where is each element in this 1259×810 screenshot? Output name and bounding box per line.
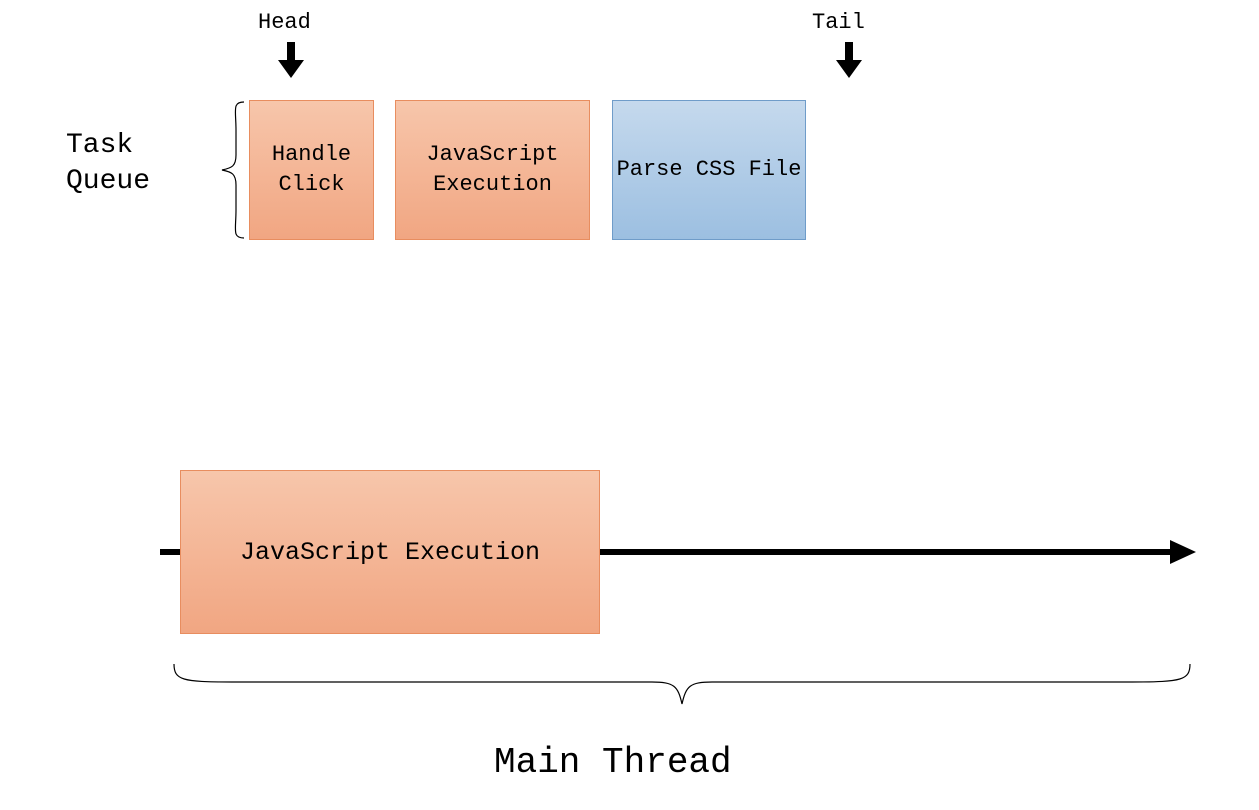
main-thread-box: JavaScript Execution xyxy=(180,470,600,634)
main-thread-box-label: JavaScript Execution xyxy=(240,538,540,567)
main-thread-brace-icon xyxy=(172,660,1192,720)
